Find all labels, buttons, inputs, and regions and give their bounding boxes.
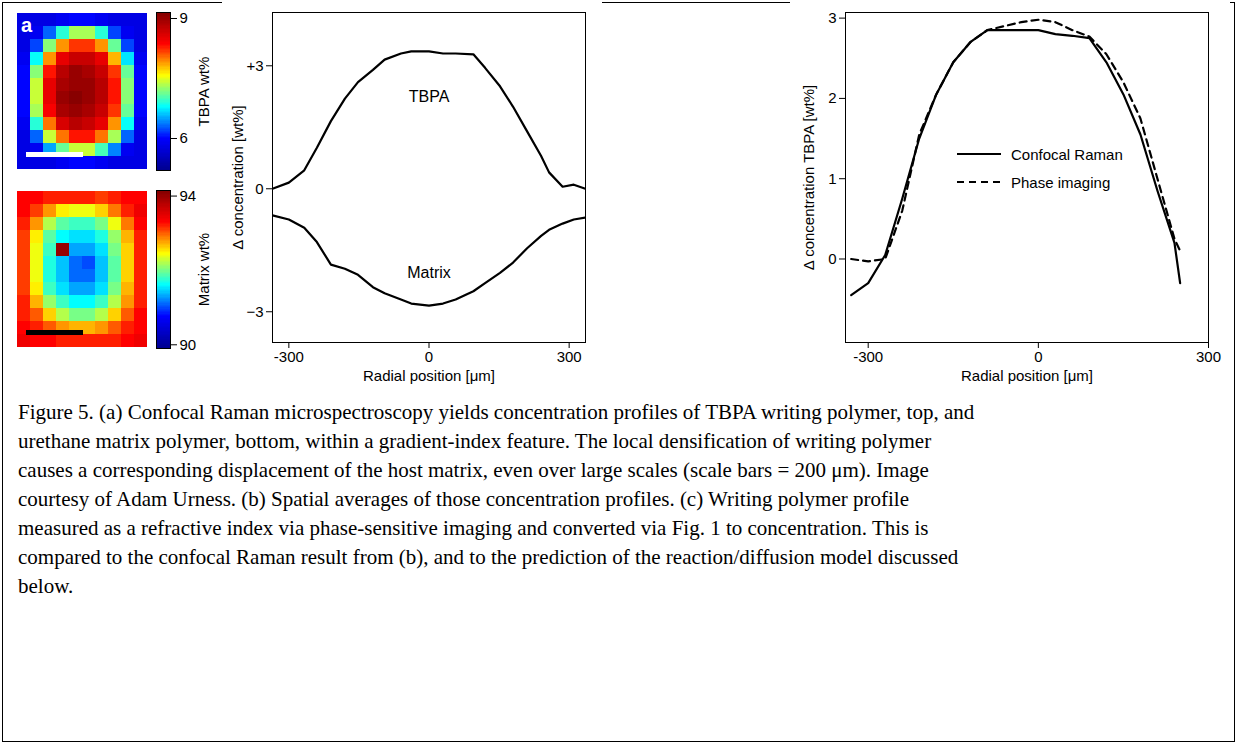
svg-text:6: 6 bbox=[180, 129, 188, 146]
svg-text:-300: -300 bbox=[274, 348, 304, 365]
svg-text:Matrix: Matrix bbox=[407, 264, 451, 281]
svg-text:0: 0 bbox=[828, 250, 836, 267]
svg-text:3: 3 bbox=[828, 9, 836, 26]
svg-text:Δ concentration [wt%]: Δ concentration [wt%] bbox=[229, 105, 246, 249]
html-text:a: a bbox=[21, 14, 33, 36]
svg-text:0: 0 bbox=[255, 180, 263, 197]
svg-text:TBPA: TBPA bbox=[409, 88, 450, 105]
svg-text:Δ concentration TBPA [wt%]: Δ concentration TBPA [wt%] bbox=[800, 85, 817, 270]
svg-text:0: 0 bbox=[425, 348, 433, 365]
html-text:Phase imaging: Phase imaging bbox=[1011, 173, 1111, 191]
svg-text:300: 300 bbox=[1196, 348, 1221, 365]
svg-text:+3: +3 bbox=[246, 57, 263, 74]
svg-text:−3: −3 bbox=[246, 303, 263, 320]
svg-text:1: 1 bbox=[828, 170, 836, 187]
svg-text:90: 90 bbox=[180, 336, 197, 353]
svg-text:300: 300 bbox=[557, 348, 582, 365]
svg-text:Matrix wt%: Matrix wt% bbox=[195, 233, 212, 306]
svg-text:94: 94 bbox=[180, 187, 197, 204]
svg-text:0: 0 bbox=[1034, 348, 1042, 365]
svg-text:2: 2 bbox=[828, 89, 836, 106]
html-text:Figure 5. (a) Confocal Raman m: Figure 5. (a) Confocal Raman microspectr… bbox=[18, 400, 975, 598]
svg-text:Radial position [μm]: Radial position [μm] bbox=[961, 367, 1093, 384]
html-text:Confocal Raman: Confocal Raman bbox=[1011, 145, 1123, 163]
svg-text:9: 9 bbox=[180, 9, 188, 26]
svg-text:TBPA wt%: TBPA wt% bbox=[195, 57, 212, 127]
svg-text:Radial position [μm]: Radial position [μm] bbox=[363, 367, 495, 384]
svg-text:-300: -300 bbox=[853, 348, 883, 365]
